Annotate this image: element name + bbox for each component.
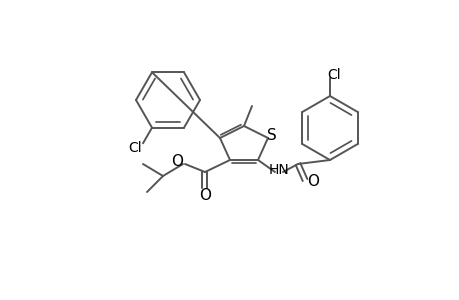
Text: O: O — [171, 154, 183, 169]
Text: Cl: Cl — [128, 141, 141, 155]
Text: HN: HN — [268, 163, 289, 177]
Text: S: S — [267, 128, 276, 142]
Text: O: O — [199, 188, 211, 202]
Text: Cl: Cl — [326, 68, 340, 82]
Text: O: O — [306, 175, 318, 190]
